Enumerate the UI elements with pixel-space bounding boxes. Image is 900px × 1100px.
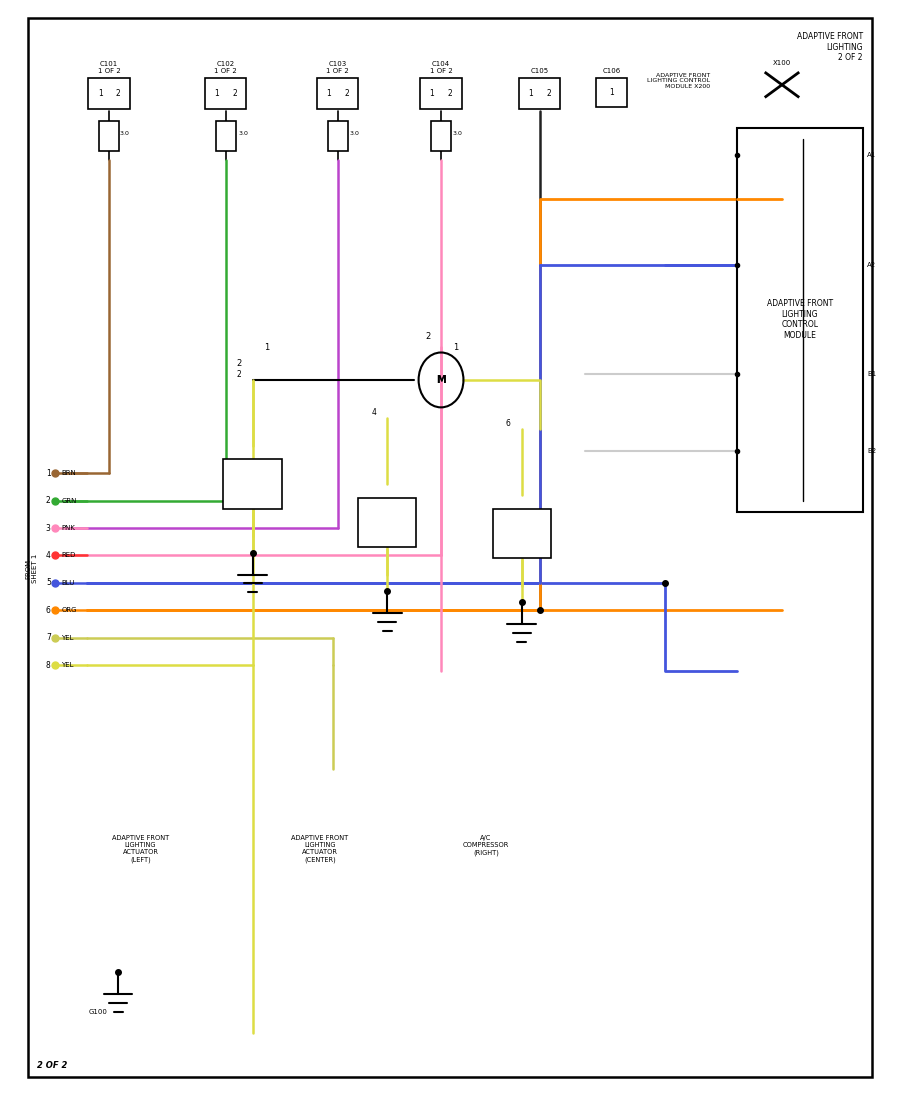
Text: C103
1 OF 2: C103 1 OF 2 [327,60,349,74]
Text: 4: 4 [372,408,376,417]
Text: 3.0: 3.0 [120,131,130,135]
Text: 1: 1 [528,89,533,98]
Bar [596,78,627,107]
Text: 2: 2 [546,89,551,98]
Text: BRN: BRN [61,470,76,476]
Text: 6: 6 [506,419,511,428]
Text: ADAPTIVE FRONT
LIGHTING
ACTUATOR
(LEFT): ADAPTIVE FRONT LIGHTING ACTUATOR (LEFT) [112,835,169,862]
Text: ADAPTIVE FRONT
LIGHTING CONTROL
MODULE X200: ADAPTIVE FRONT LIGHTING CONTROL MODULE X… [647,73,710,89]
Text: B2: B2 [868,449,877,454]
Text: 1: 1 [273,475,277,482]
Text: 8: 8 [46,661,50,670]
Text: 1: 1 [98,89,103,98]
Text: 1: 1 [429,89,435,98]
Text: 2: 2 [447,89,453,98]
Text: 1: 1 [453,342,458,352]
Text: A/C
COMPRESSOR
(RIGHT): A/C COMPRESSOR (RIGHT) [463,835,509,856]
Text: 3.0: 3.0 [238,131,248,135]
Text: 1: 1 [542,525,546,531]
Text: YEL: YEL [61,662,74,668]
Bar [519,78,561,109]
Bar [737,128,863,512]
Text: 6: 6 [46,606,50,615]
Text: 5: 5 [46,579,50,587]
Text: 1: 1 [265,342,269,352]
Bar [420,78,462,109]
Text: 2: 2 [46,496,50,505]
Text: C101
1 OF 2: C101 1 OF 2 [98,60,121,74]
Text: FROM
SHEET 1: FROM SHEET 1 [25,554,39,583]
Text: ADAPTIVE FRONT
LIGHTING
2 OF 2: ADAPTIVE FRONT LIGHTING 2 OF 2 [796,32,863,62]
Text: C106: C106 [602,68,621,74]
Text: 2: 2 [229,475,233,482]
Text: ADAPTIVE FRONT
LIGHTING
ACTUATOR
(CENTER): ADAPTIVE FRONT LIGHTING ACTUATOR (CENTER… [292,835,348,862]
Text: C104
1 OF 2: C104 1 OF 2 [429,60,453,74]
Bar [492,509,551,558]
Text: 2: 2 [237,370,241,378]
Text: 4: 4 [46,551,50,560]
Bar [358,498,417,548]
Text: 3.0: 3.0 [453,131,463,135]
Text: C102
1 OF 2: C102 1 OF 2 [214,60,237,74]
Text: M: M [436,375,446,385]
Text: PNK: PNK [61,525,76,531]
Text: A2: A2 [868,262,877,267]
Bar [431,121,451,151]
Bar [223,460,282,509]
Text: 2 OF 2: 2 OF 2 [37,1062,68,1070]
Text: GRN: GRN [61,497,76,504]
Text: 2: 2 [363,514,367,520]
Bar [99,121,119,151]
Bar [205,78,247,109]
Text: 2: 2 [232,89,237,98]
Text: 2: 2 [116,89,121,98]
Text: B1: B1 [868,372,877,377]
Text: A1: A1 [868,152,877,158]
Text: C105: C105 [531,68,549,74]
Text: 1: 1 [609,88,614,97]
Text: 2: 2 [425,331,430,341]
Bar [216,121,236,151]
Text: YEL: YEL [61,635,74,641]
Text: 2: 2 [345,89,349,98]
Text: M: M [436,375,446,385]
Text: 1: 1 [407,514,411,520]
Bar [317,78,358,109]
Text: 2: 2 [237,359,242,369]
Bar [88,78,130,109]
Text: 1: 1 [46,469,50,477]
Text: 2: 2 [498,525,502,531]
Text: ADAPTIVE FRONT
LIGHTING
CONTROL
MODULE: ADAPTIVE FRONT LIGHTING CONTROL MODULE [767,299,833,340]
Bar [328,121,347,151]
Text: G100: G100 [89,1009,108,1014]
Text: RED: RED [61,552,76,559]
Text: X100: X100 [773,60,791,66]
Text: 1: 1 [214,89,219,98]
Text: 7: 7 [46,634,50,642]
Text: ORG: ORG [61,607,77,614]
Text: 3: 3 [46,524,50,532]
Text: 1: 1 [327,89,331,98]
Text: 3.0: 3.0 [349,131,359,135]
Text: BLU: BLU [61,580,75,586]
